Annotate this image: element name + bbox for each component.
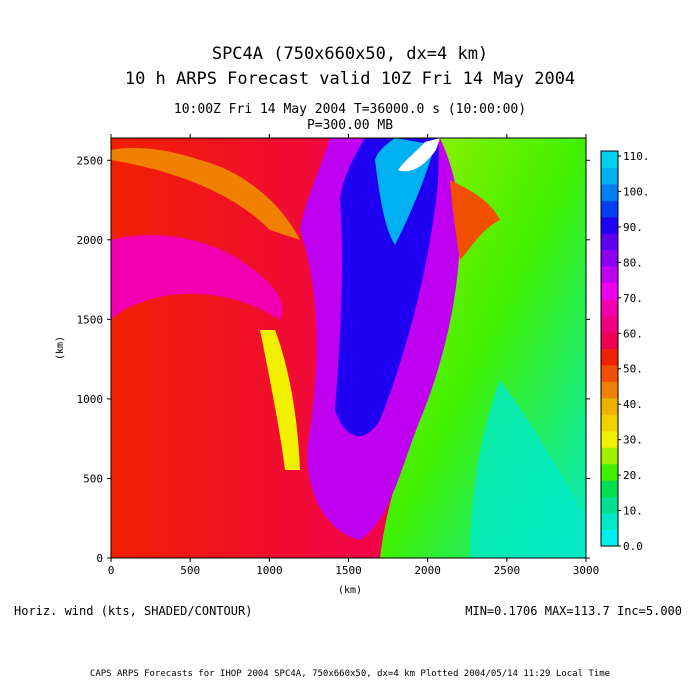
colorbar-swatch	[601, 266, 618, 284]
colorbar-label: 50.	[623, 363, 643, 376]
y-tick-label: 2500	[77, 154, 104, 167]
colorbar-swatch	[601, 463, 618, 481]
colorbar-label: 10.	[623, 505, 643, 518]
colorbar-swatch	[601, 381, 618, 399]
pressure-level-label: P=300.00 MB	[306, 118, 394, 133]
x-tick-label: 0	[108, 564, 115, 577]
y-tick-label: 1000	[77, 393, 104, 406]
y-tick-label: 500	[83, 472, 103, 485]
colorbar-swatch	[601, 447, 618, 465]
colorbar-swatch	[601, 167, 618, 185]
colorbar-swatch	[601, 397, 618, 415]
chart-subtitle: 10 h ARPS Forecast valid 10Z Fri 14 May …	[124, 69, 576, 89]
colorbar-swatch	[601, 200, 618, 218]
colorbar-swatch	[601, 414, 618, 432]
x-tick-label: 1500	[335, 564, 362, 577]
colorbar-swatch	[601, 233, 618, 251]
credit-line: CAPS ARPS Forecasts for IHOP 2004 SPC4A,…	[89, 669, 611, 679]
colorbar-frame	[600, 150, 619, 547]
x-tick-label: 500	[180, 564, 200, 577]
colorbar-label: 80.	[623, 256, 643, 269]
colorbar-swatch	[601, 529, 618, 547]
colorbar-swatch	[601, 315, 618, 333]
colorbar-label: 100.	[623, 185, 650, 198]
colorbar-swatch	[601, 151, 618, 168]
x-axis-label: (km)	[338, 585, 362, 596]
x-tick-label: 3000	[573, 564, 600, 577]
colorbar-swatch	[601, 496, 618, 514]
valid-time-label: 10:00Z Fri 14 May 2004 T=36000.0 s (10:0…	[173, 102, 527, 117]
x-tick-label: 2000	[414, 564, 441, 577]
colorbar-swatch	[601, 299, 618, 317]
field-jet-max	[398, 138, 440, 172]
colorbar-swatch	[601, 480, 618, 498]
field-southeast-low	[470, 380, 586, 558]
field-jet-inner	[335, 138, 439, 437]
y-tick-label: 2000	[77, 234, 104, 247]
field-description: Horiz. wind (kts, SHADED/CONTOUR)	[14, 604, 253, 618]
colorbar-swatch	[601, 249, 618, 267]
field-northwest-max	[111, 235, 283, 320]
min-max-readout: MIN=0.1706 MAX=113.7 Inc=5.000	[465, 604, 682, 618]
chart-title: SPC4A (750x660x50, dx=4 km)	[211, 44, 489, 64]
colorbar-swatch	[601, 364, 618, 382]
colorbar-label: 0.0	[623, 540, 643, 553]
y-axis-label: (km)	[55, 336, 66, 360]
y-tick-label: 0	[96, 552, 103, 565]
colorbar-label: 110.	[623, 150, 650, 163]
field-northeast-band	[450, 180, 500, 260]
colorbar-label: 30.	[623, 434, 643, 447]
colorbar-swatch	[601, 332, 618, 349]
colorbar-swatch	[601, 513, 618, 531]
x-tick-label: 2500	[494, 564, 521, 577]
colorbar-label: 40.	[623, 398, 643, 411]
colorbar-label: 90.	[623, 221, 643, 234]
colorbar-swatch	[601, 282, 618, 300]
colorbar-label: 20.	[623, 469, 643, 482]
x-tick-label: 1000	[256, 564, 283, 577]
y-tick-label: 1500	[77, 313, 104, 326]
colorbar-swatch	[601, 216, 618, 234]
colorbar-swatch	[601, 430, 618, 448]
colorbar: 0.0 10. 20. 30. 40. 50. 60. 70. 80. 90. 100. 110.	[600, 150, 650, 553]
colorbar-label: 60.	[623, 327, 643, 340]
field-west-yellow	[260, 330, 300, 470]
colorbar-swatch	[601, 348, 618, 366]
field-northwest-band	[111, 148, 300, 240]
colorbar-swatch	[601, 183, 618, 201]
colorbar-label: 70.	[623, 292, 643, 305]
